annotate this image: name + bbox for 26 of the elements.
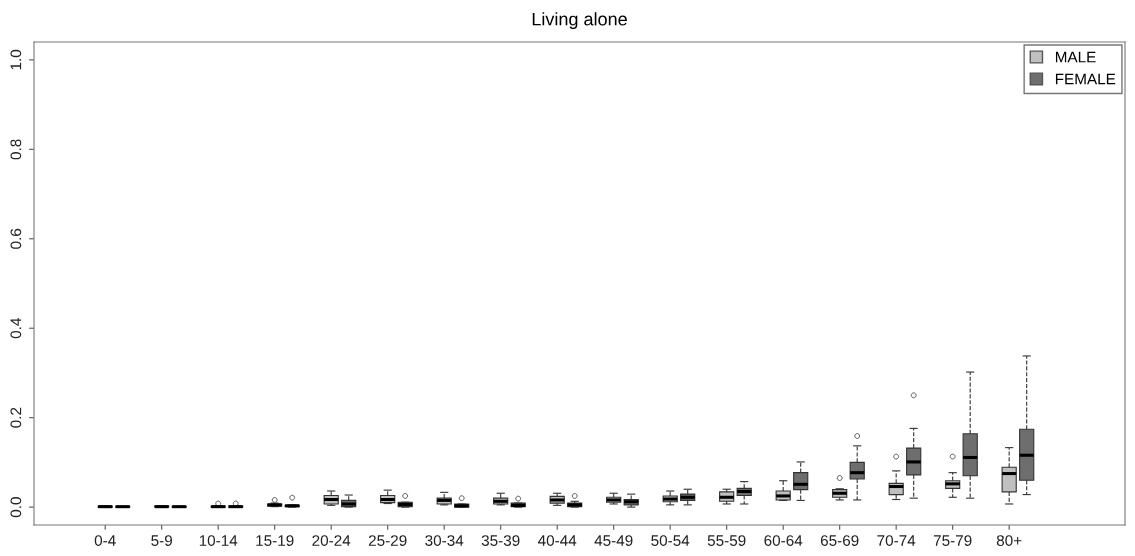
y-tick-label: 0.2 xyxy=(10,407,22,428)
y-tick-label: 0.6 xyxy=(10,228,22,249)
x-tick-label: 75-79 xyxy=(933,535,972,546)
x-tick-label: 25-29 xyxy=(368,535,407,546)
legend-label: MALE xyxy=(1055,51,1096,63)
x-tick-label: 15-19 xyxy=(256,535,294,546)
x-tick-label: 35-39 xyxy=(481,535,520,546)
x-tick-label: 70-74 xyxy=(877,535,916,546)
x-tick-label: 40-44 xyxy=(538,535,577,546)
x-tick-label: 60-64 xyxy=(764,535,803,546)
y-tick-label: 0.0 xyxy=(10,497,22,518)
legend-label: FEMALE xyxy=(1055,73,1116,85)
x-tick-label: 0-4 xyxy=(94,535,116,546)
y-tick-label: 0.4 xyxy=(10,318,22,339)
x-tick-label: 80+ xyxy=(996,535,1022,546)
x-tick-label: 65-69 xyxy=(820,535,859,546)
x-tick-label: 20-24 xyxy=(312,535,351,546)
x-tick-label: 30-34 xyxy=(425,535,464,546)
x-tick-label: 55-59 xyxy=(707,535,746,546)
y-tick-label: 0.8 xyxy=(10,139,22,160)
x-tick-label: 5-9 xyxy=(151,535,173,546)
x-tick-label: 45-49 xyxy=(594,535,633,546)
y-tick-label: 1.0 xyxy=(10,49,22,70)
x-tick-label: 10-14 xyxy=(199,535,238,546)
chart-title: Living alone xyxy=(532,12,627,30)
x-tick-label: 50-54 xyxy=(651,535,690,546)
